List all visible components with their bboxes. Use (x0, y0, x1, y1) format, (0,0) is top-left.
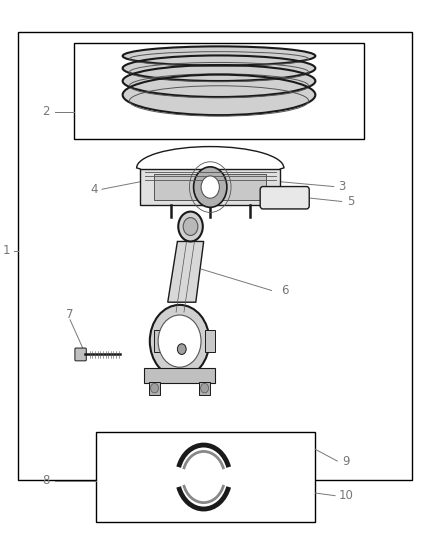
Bar (18, 32, 412, 480)
FancyBboxPatch shape (260, 187, 309, 209)
Bar (144, 368, 215, 383)
Bar (154, 330, 164, 352)
Circle shape (194, 167, 227, 207)
Circle shape (158, 315, 201, 367)
Ellipse shape (123, 46, 315, 66)
Text: 1: 1 (3, 244, 11, 257)
Ellipse shape (123, 65, 315, 97)
Circle shape (201, 383, 208, 393)
Bar (154, 174, 266, 200)
Text: 7: 7 (66, 308, 74, 321)
FancyBboxPatch shape (140, 169, 280, 205)
Text: 3: 3 (338, 180, 345, 193)
Polygon shape (168, 241, 204, 302)
Bar (205, 330, 215, 352)
Circle shape (151, 383, 159, 393)
Ellipse shape (123, 55, 315, 81)
Text: 2: 2 (42, 106, 50, 118)
Bar (199, 382, 210, 394)
Text: 10: 10 (339, 489, 353, 502)
Circle shape (150, 305, 209, 377)
Text: 9: 9 (342, 455, 350, 467)
Text: 6: 6 (281, 284, 289, 297)
Circle shape (178, 212, 203, 241)
Text: 5: 5 (347, 195, 354, 208)
Bar (149, 382, 160, 394)
Bar (96, 432, 315, 522)
Circle shape (183, 217, 198, 236)
Bar (74, 43, 364, 139)
Ellipse shape (123, 75, 315, 115)
FancyBboxPatch shape (75, 348, 86, 361)
Text: 4: 4 (90, 183, 98, 196)
Circle shape (177, 344, 186, 354)
Circle shape (201, 176, 219, 198)
Text: 8: 8 (42, 474, 49, 487)
